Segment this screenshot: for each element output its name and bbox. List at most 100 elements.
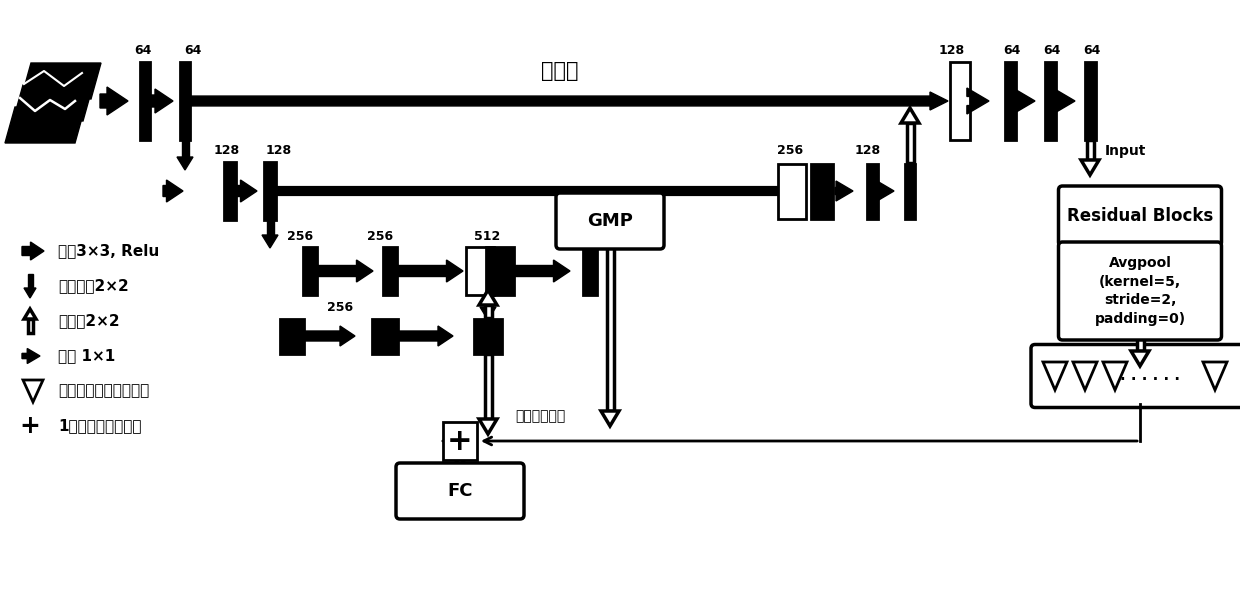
Polygon shape	[1086, 140, 1094, 160]
Polygon shape	[606, 245, 614, 411]
Text: Avgpool
(kernel=5,
stride=2,
padding=0): Avgpool (kernel=5, stride=2, padding=0)	[1095, 256, 1185, 326]
Polygon shape	[5, 107, 86, 143]
Polygon shape	[24, 380, 43, 402]
Bar	[474, 319, 502, 353]
Polygon shape	[480, 307, 496, 320]
Bar	[1004, 62, 1016, 140]
Polygon shape	[151, 89, 174, 113]
Polygon shape	[1131, 282, 1149, 297]
Bar	[811, 164, 833, 219]
Polygon shape	[24, 309, 36, 319]
Polygon shape	[1104, 362, 1127, 390]
Polygon shape	[317, 260, 373, 282]
Polygon shape	[485, 354, 491, 419]
Polygon shape	[162, 180, 184, 202]
Polygon shape	[485, 305, 491, 318]
Polygon shape	[393, 326, 453, 346]
Text: FC: FC	[448, 482, 472, 500]
Polygon shape	[1081, 160, 1099, 175]
Text: 最大池刖2×2: 最大池刖2×2	[58, 278, 129, 294]
Text: 上采样2×2: 上采样2×2	[58, 313, 119, 329]
FancyBboxPatch shape	[556, 193, 663, 249]
Text: +: +	[20, 414, 41, 438]
Text: 256: 256	[327, 301, 353, 314]
Polygon shape	[398, 260, 463, 282]
Polygon shape	[21, 63, 100, 99]
Text: 64: 64	[1084, 44, 1101, 57]
FancyBboxPatch shape	[396, 463, 525, 519]
Polygon shape	[901, 108, 919, 123]
Polygon shape	[1131, 351, 1149, 366]
Bar	[372, 319, 398, 353]
Bar	[264, 162, 277, 220]
Text: 卷积 1×1: 卷积 1×1	[58, 349, 115, 363]
Polygon shape	[177, 157, 193, 170]
Bar	[583, 247, 596, 295]
Text: . . . . . .: . . . . . .	[1120, 369, 1180, 384]
Polygon shape	[877, 181, 894, 201]
Text: 128: 128	[939, 44, 965, 57]
FancyBboxPatch shape	[1030, 345, 1240, 408]
Polygon shape	[237, 180, 257, 202]
Polygon shape	[22, 349, 40, 363]
Text: Residual Blocks: Residual Blocks	[1066, 207, 1213, 225]
Polygon shape	[191, 92, 949, 110]
Bar	[303, 247, 317, 295]
Bar	[1085, 62, 1095, 140]
Text: 1维向量逐元素相加: 1维向量逐元素相加	[58, 418, 141, 434]
Polygon shape	[1073, 362, 1097, 390]
Bar	[280, 319, 304, 353]
Polygon shape	[1137, 336, 1143, 351]
Text: 每个特征接一个全链接: 每个特征接一个全链接	[58, 384, 149, 398]
Bar	[180, 62, 190, 140]
Text: 256: 256	[582, 230, 608, 243]
Polygon shape	[1053, 88, 1075, 114]
Text: 512: 512	[474, 230, 500, 243]
Polygon shape	[22, 242, 43, 260]
Polygon shape	[1043, 362, 1066, 390]
Text: 64: 64	[1003, 44, 1021, 57]
Text: 128: 128	[854, 144, 882, 157]
Text: 256: 256	[777, 144, 804, 157]
Polygon shape	[300, 326, 355, 346]
Polygon shape	[479, 419, 497, 434]
FancyBboxPatch shape	[1059, 242, 1221, 340]
Text: 64: 64	[1043, 44, 1060, 57]
Polygon shape	[485, 295, 491, 307]
Polygon shape	[515, 260, 570, 282]
Polygon shape	[100, 87, 128, 115]
Polygon shape	[27, 274, 32, 288]
Text: 64: 64	[134, 44, 151, 57]
Bar	[777, 164, 806, 219]
Bar	[224, 162, 236, 220]
Polygon shape	[262, 235, 278, 248]
Polygon shape	[267, 220, 274, 235]
Polygon shape	[1137, 242, 1143, 282]
Text: 128: 128	[265, 144, 293, 157]
Polygon shape	[594, 212, 601, 247]
Polygon shape	[1013, 88, 1035, 114]
Text: 256: 256	[286, 230, 312, 243]
Text: 卷积3×3, Relu: 卷积3×3, Relu	[58, 243, 159, 258]
Text: 256: 256	[367, 230, 393, 243]
Polygon shape	[456, 452, 464, 456]
Polygon shape	[24, 288, 36, 298]
Bar	[486, 247, 515, 295]
Polygon shape	[277, 183, 797, 199]
Text: 高层特征增强: 高层特征增强	[515, 409, 565, 423]
Bar	[1044, 62, 1055, 140]
FancyBboxPatch shape	[1059, 186, 1221, 246]
Polygon shape	[967, 88, 990, 114]
Polygon shape	[12, 85, 93, 121]
Bar	[383, 247, 397, 295]
Bar	[867, 164, 878, 219]
Bar	[950, 62, 970, 140]
Bar	[140, 62, 150, 140]
Text: Input: Input	[1105, 144, 1146, 158]
Polygon shape	[451, 452, 469, 467]
Bar	[466, 247, 494, 295]
Text: GMP: GMP	[587, 212, 632, 230]
Polygon shape	[479, 290, 497, 305]
Polygon shape	[589, 197, 608, 212]
Polygon shape	[27, 319, 32, 333]
